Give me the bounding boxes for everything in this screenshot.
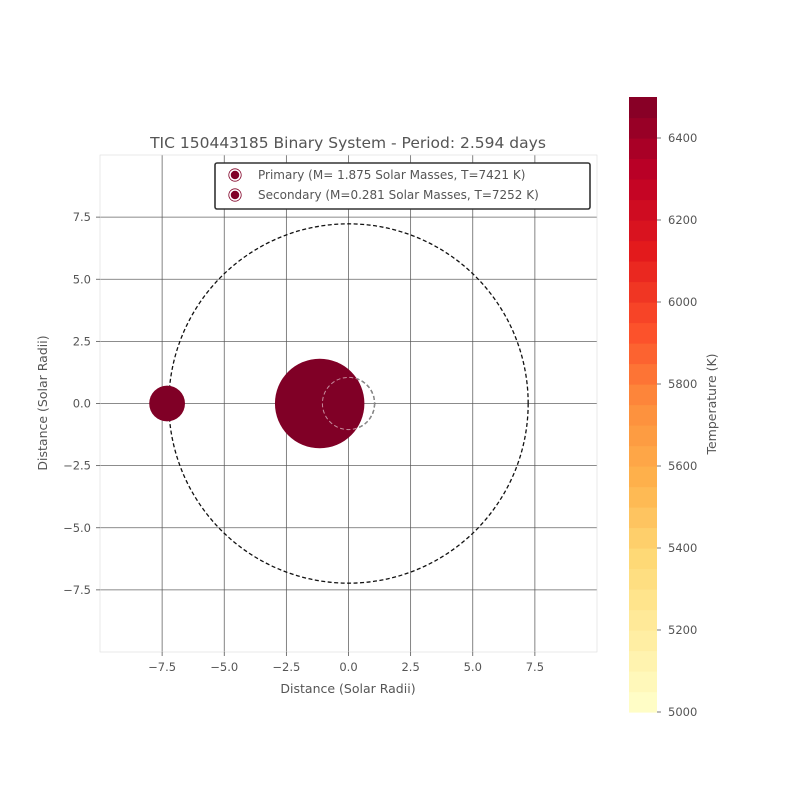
primary-orbit-overlay xyxy=(321,376,376,431)
x-tick-label: −5.0 xyxy=(210,660,238,674)
colorbar-tick-label: 6200 xyxy=(668,213,697,227)
colorbar-segment xyxy=(629,138,657,160)
x-axis-label: Distance (Solar Radii) xyxy=(280,681,415,696)
y-tick-label: 5.0 xyxy=(73,272,91,286)
colorbar: 5000 5200 5400 5600 5800 6000 6200 6400 xyxy=(629,97,697,719)
colorbar-segment xyxy=(629,117,657,139)
colorbar-segment xyxy=(629,486,657,508)
colorbar-segment xyxy=(629,261,657,283)
colorbar-segment xyxy=(629,281,657,303)
x-tick-label: 5.0 xyxy=(464,660,482,674)
colorbar-tick-label: 5200 xyxy=(668,623,697,637)
colorbar-tick-label: 5400 xyxy=(668,541,697,555)
colorbar-segment xyxy=(629,384,657,406)
colorbar-segment xyxy=(629,97,657,119)
colorbar-tick-label: 5800 xyxy=(668,377,697,391)
colorbar-segment xyxy=(629,466,657,488)
axis-ticks: −7.5 −5.0 −2.5 0.0 2.5 5.0 7.5 −7.5 −5.0 −2.5 0.0 2… xyxy=(63,210,544,674)
secondary-orbit xyxy=(168,223,529,584)
y-tick-label: 0.0 xyxy=(73,397,91,411)
secondary-star xyxy=(149,385,185,422)
legend-marker-secondary xyxy=(229,189,241,201)
colorbar-segment xyxy=(629,650,657,672)
colorbar-segment xyxy=(629,548,657,570)
x-tick-label: 0.0 xyxy=(339,660,357,674)
colorbar-segment xyxy=(629,343,657,365)
colorbar-segment xyxy=(629,404,657,426)
legend-label-primary: Primary (M= 1.875 Solar Masses, T=7421 K… xyxy=(258,168,525,182)
colorbar-tick-label: 5000 xyxy=(668,705,697,719)
y-tick-label: −2.5 xyxy=(63,459,91,473)
y-tick-label: −5.0 xyxy=(63,521,91,535)
legend: Primary (M= 1.875 Solar Masses, T=7421 K… xyxy=(214,162,591,210)
colorbar-segment xyxy=(629,425,657,447)
colorbar-segment xyxy=(629,589,657,611)
colorbar-segment xyxy=(629,179,657,201)
legend-marker-primary xyxy=(229,169,241,181)
colorbar-segment xyxy=(629,363,657,385)
colorbar-segment xyxy=(629,199,657,221)
primary-star xyxy=(274,358,365,449)
legend-box xyxy=(214,162,591,210)
colorbar-label: Temperature (K) xyxy=(704,353,719,455)
colorbar-segment xyxy=(629,527,657,549)
colorbar-segment xyxy=(629,302,657,324)
colorbar-segment xyxy=(629,445,657,467)
colorbar-segment xyxy=(629,240,657,262)
colorbar-tick-label: 6000 xyxy=(668,295,697,309)
x-tick-label: 7.5 xyxy=(526,660,544,674)
colorbar-segment xyxy=(629,322,657,344)
y-tick-label: −7.5 xyxy=(63,583,91,597)
legend-label-secondary: Secondary (M=0.281 Solar Masses, T=7252 … xyxy=(258,188,539,202)
colorbar-segment xyxy=(629,507,657,529)
colorbar-segment xyxy=(629,671,657,693)
plot-area xyxy=(149,223,529,584)
colorbar-segment xyxy=(629,609,657,631)
x-tick-label: 2.5 xyxy=(401,660,419,674)
colorbar-segment xyxy=(629,691,657,713)
x-tick-label: −7.5 xyxy=(148,660,176,674)
colorbar-segment xyxy=(629,568,657,590)
colorbar-segment xyxy=(629,158,657,180)
colorbar-tick-label: 6400 xyxy=(668,131,697,145)
colorbar-tick-label: 5600 xyxy=(668,459,697,473)
colorbar-segment xyxy=(629,220,657,242)
colorbar-segment xyxy=(629,630,657,652)
y-tick-label: 7.5 xyxy=(73,210,91,224)
x-tick-label: −2.5 xyxy=(272,660,300,674)
chart-title: TIC 150443185 Binary System - Period: 2.… xyxy=(149,134,546,152)
y-tick-label: 2.5 xyxy=(73,334,91,348)
y-axis-label: Distance (Solar Radii) xyxy=(35,335,50,470)
